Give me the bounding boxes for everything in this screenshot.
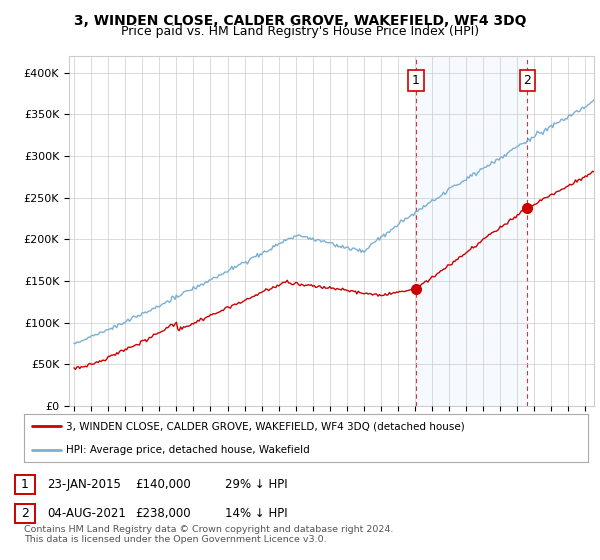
Bar — [416, 56, 527, 406]
Text: HPI: Average price, detached house, Wakefield: HPI: Average price, detached house, Wake… — [66, 445, 310, 455]
Text: 2: 2 — [21, 507, 29, 520]
Text: 3, WINDEN CLOSE, CALDER GROVE, WAKEFIELD, WF4 3DQ: 3, WINDEN CLOSE, CALDER GROVE, WAKEFIELD… — [74, 14, 526, 28]
Text: Price paid vs. HM Land Registry's House Price Index (HPI): Price paid vs. HM Land Registry's House … — [121, 25, 479, 38]
Text: 1: 1 — [412, 74, 420, 87]
Text: 2: 2 — [523, 74, 531, 87]
Text: 29% ↓ HPI: 29% ↓ HPI — [225, 478, 287, 491]
Text: 3, WINDEN CLOSE, CALDER GROVE, WAKEFIELD, WF4 3DQ (detached house): 3, WINDEN CLOSE, CALDER GROVE, WAKEFIELD… — [66, 421, 465, 431]
Text: 23-JAN-2015: 23-JAN-2015 — [47, 478, 121, 491]
Text: Contains HM Land Registry data © Crown copyright and database right 2024.
This d: Contains HM Land Registry data © Crown c… — [24, 525, 394, 544]
Text: £140,000: £140,000 — [135, 478, 191, 491]
Text: 14% ↓ HPI: 14% ↓ HPI — [225, 507, 287, 520]
Text: 1: 1 — [21, 478, 29, 491]
Text: 04-AUG-2021: 04-AUG-2021 — [47, 507, 125, 520]
Text: £238,000: £238,000 — [135, 507, 191, 520]
